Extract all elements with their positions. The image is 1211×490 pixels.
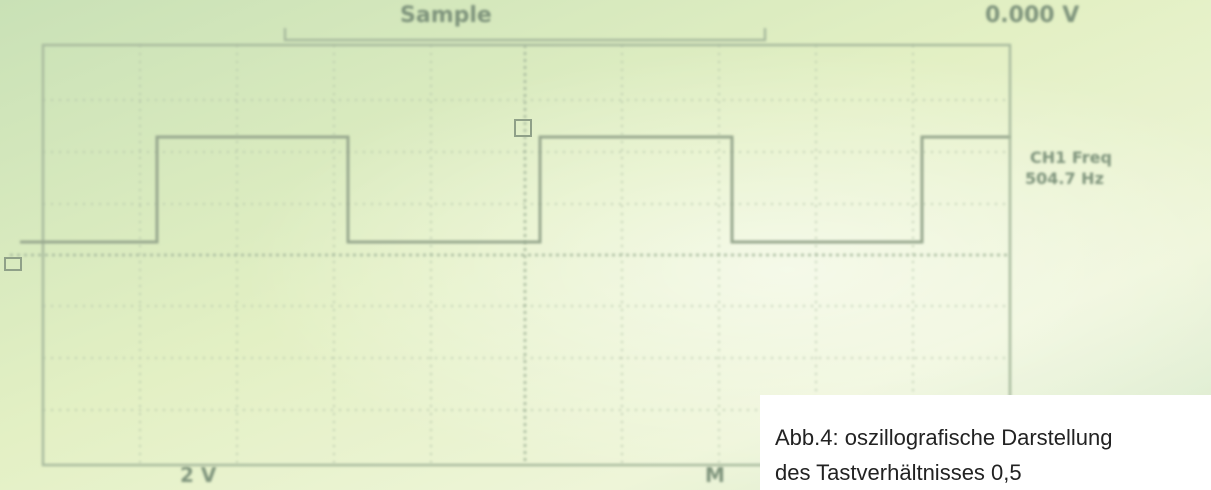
footer-mark: M <box>705 463 725 487</box>
oscilloscope-photo: Sample 0.000 V CH1 Freq 504.7 Hz 2 V M A… <box>0 0 1211 490</box>
caption-line: Abb.4: oszillografische Darstellung <box>775 425 1113 450</box>
mode: Sample <box>400 3 492 28</box>
measurement-label: CH1 Freq <box>1030 148 1112 167</box>
trigger-level: 0.000 V <box>985 3 1079 28</box>
caption-line: des Tastverhältnisses 0,5 <box>775 460 1022 485</box>
channel-scale: 2 V <box>180 463 217 487</box>
measurement-value: 504.7 Hz <box>1025 169 1104 188</box>
